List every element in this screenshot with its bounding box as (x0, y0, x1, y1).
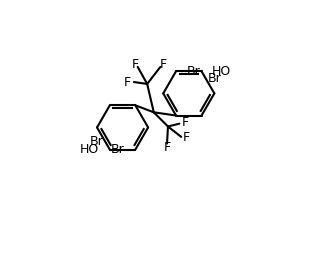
Text: HO: HO (212, 65, 231, 78)
Text: Br: Br (90, 135, 104, 148)
Text: F: F (160, 58, 167, 71)
Text: F: F (182, 116, 188, 129)
Text: Br: Br (187, 65, 200, 78)
Text: HO: HO (80, 143, 100, 156)
Text: F: F (124, 76, 131, 88)
Text: Br: Br (111, 143, 125, 156)
Text: F: F (163, 141, 171, 154)
Text: F: F (182, 131, 189, 144)
Text: F: F (131, 58, 138, 71)
Text: Br: Br (208, 72, 221, 85)
